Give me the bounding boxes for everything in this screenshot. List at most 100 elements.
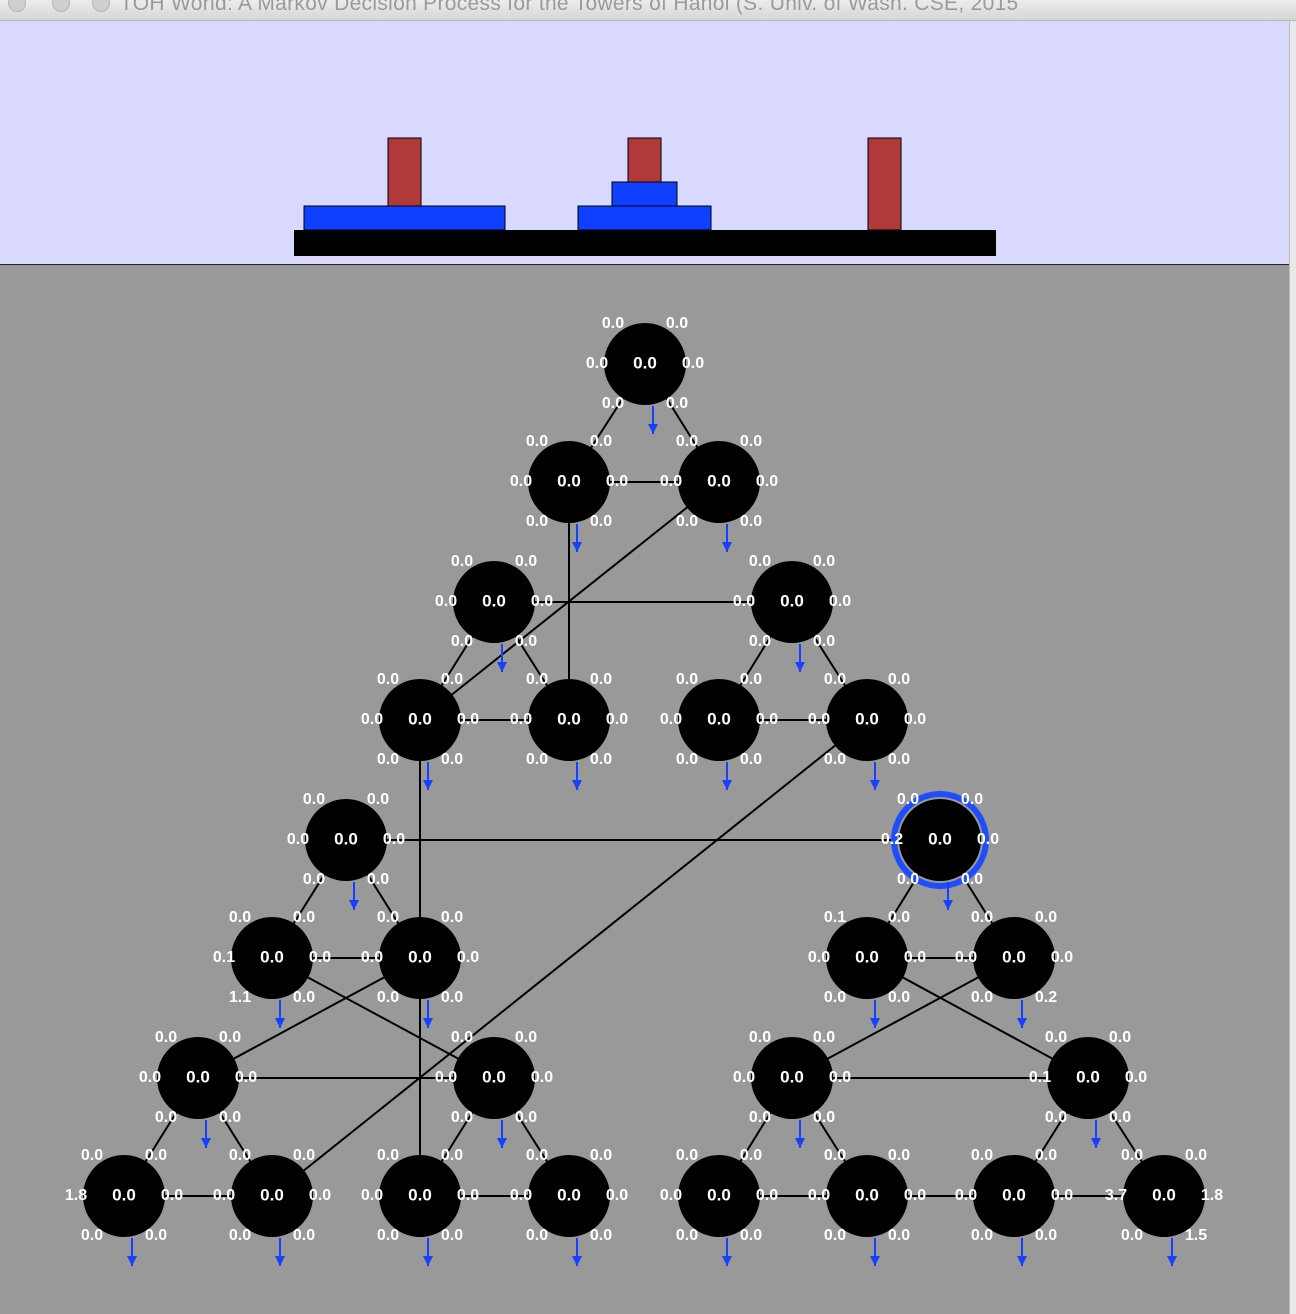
policy-arrow <box>275 1000 285 1028</box>
q-value-label: 0.0 <box>740 433 762 450</box>
q-value-label: 0.0 <box>676 433 698 450</box>
state-value: 0.0 <box>260 947 284 966</box>
state-value: 0.0 <box>482 591 506 610</box>
state-node[interactable]: 0.0 0.0 0.0 0.0 0.0 0.0 0.0 <box>955 1147 1073 1266</box>
policy-arrow <box>722 1238 732 1266</box>
q-value-label: 0.0 <box>808 949 830 966</box>
state-circle <box>1047 1037 1129 1119</box>
state-node[interactable]: 0.0 0.0 0.0 0.0 0.0 0.0 0.0 <box>808 671 926 790</box>
state-node[interactable]: 0.0 0.0 0.0 0.0 0.0 0.0 0.0 <box>586 315 704 434</box>
state-node[interactable]: 0.0 0.0 0.0 0.0 0.0 0.0 0.0 <box>287 791 405 910</box>
policy-arrow <box>1167 1238 1177 1266</box>
state-node[interactable]: 0.0 0.0 0.0 0.0 0.0 0.0 0.0 <box>660 671 778 790</box>
state-node[interactable]: 0.0 0.0 0.0 1.8 0.0 0.0 0.0 <box>65 1147 183 1266</box>
q-value-label: 0.0 <box>676 751 698 768</box>
state-circle <box>678 679 760 761</box>
policy-arrow <box>572 1238 582 1266</box>
close-window-button[interactable] <box>8 0 26 12</box>
q-value-label: 0.0 <box>515 1109 537 1126</box>
q-value-label: 0.0 <box>824 671 846 688</box>
q-value-label: 0.0 <box>888 909 910 926</box>
state-node[interactable]: 0.0 0.0 0.0 0.0 0.0 0.0 0.0 <box>435 553 553 672</box>
state-node[interactable]: 0.0 0.0 0.0 0.0 0.0 0.0 0.0 <box>361 909 479 1028</box>
q-value-label: 0.0 <box>824 751 846 768</box>
q-value-label: 0.0 <box>756 1187 778 1204</box>
small-disk[interactable] <box>611 181 678 207</box>
state-node[interactable]: 0.0 0.0 0.0 0.0 0.0 0.0 0.0 <box>510 433 628 552</box>
minimize-window-button[interactable] <box>52 0 70 12</box>
state-circle <box>826 917 908 999</box>
state-value: 0.0 <box>408 709 432 728</box>
window-titlebar: TOH World: A Markov Decision Process for… <box>0 0 1296 21</box>
state-circle <box>973 1155 1055 1237</box>
q-value-label: 0.0 <box>219 1109 241 1126</box>
graph-edge <box>791 957 1015 1079</box>
towers-canvas <box>294 137 996 256</box>
state-circle <box>678 441 760 523</box>
q-value-label: 0.0 <box>666 395 688 412</box>
q-value-label: 0.0 <box>971 1227 993 1244</box>
q-value-label: 0.0 <box>441 1227 463 1244</box>
q-value-label: 0.0 <box>309 949 331 966</box>
scrollbar-track[interactable] <box>1289 21 1296 1314</box>
q-value-label: 0.0 <box>435 593 457 610</box>
state-node[interactable]: 0.0 0.0 0.0 0.1 0.0 0.0 0.0 <box>1029 1029 1147 1148</box>
q-value-label: 0.0 <box>955 949 977 966</box>
state-circle <box>528 441 610 523</box>
q-value-label: 0.0 <box>526 1147 548 1164</box>
q-value-label: 0.0 <box>733 593 755 610</box>
state-node[interactable]: 0.0 0.0 0.0 0.0 0.0 0.0 0.0 <box>660 1147 778 1266</box>
state-node[interactable]: 0.0 0.1 0.0 0.0 0.0 0.0 0.0 <box>808 909 926 1028</box>
state-value: 0.0 <box>855 709 879 728</box>
policy-arrow <box>795 1120 805 1148</box>
q-value-label: 3.7 <box>1105 1187 1127 1204</box>
policy-arrow <box>349 882 359 910</box>
zoom-window-button[interactable] <box>92 0 110 12</box>
q-value-label: 0.0 <box>824 1147 846 1164</box>
q-value-label: 0.0 <box>813 633 835 650</box>
q-value-label: 0.0 <box>293 989 315 1006</box>
state-node[interactable]: 0.0 0.0 0.0 0.0 0.0 0.0 0.0 <box>361 671 479 790</box>
tower-base <box>294 230 996 256</box>
state-node[interactable]: 0.0 0.0 0.0 0.1 0.0 1.1 0.0 <box>213 909 331 1028</box>
state-node[interactable]: 0.0 0.0 0.0 0.0 0.0 0.0 0.0 <box>361 1147 479 1266</box>
state-graph-panel: 0.0 0.0 0.0 0.0 0.0 0.0 0.0 0.0 0.0 0.0 0.0 0.0 0.0 0… <box>0 265 1296 1314</box>
q-value-label: 1.8 <box>65 1187 87 1204</box>
q-value-label: 0.0 <box>377 671 399 688</box>
towers-panel <box>0 21 1296 266</box>
q-value-label: 0.0 <box>813 1109 835 1126</box>
graph-nodes: 0.00.0 0.00.0 0.00.0 0.00.00.0 0.00.0 0.00.0 0… <box>65 315 1223 1266</box>
large-disk[interactable] <box>577 205 712 231</box>
q-value-label: 0.0 <box>888 751 910 768</box>
state-node[interactable]: 0.0 0.0 0.0 0.0 0.0 0.0 0.0 <box>139 1029 257 1148</box>
state-node[interactable]: 0.0 0.0 0.0 0.0 0.0 0.0 0.0 <box>808 1147 926 1266</box>
q-value-label: 0.1 <box>1029 1069 1051 1086</box>
q-value-label: 0.0 <box>740 751 762 768</box>
state-node[interactable]: 0.0 0.0 0.0 0.0 0.0 0.0 0.0 <box>510 671 628 790</box>
state-node[interactable]: 0.0 0.0 0.0 0.2 0.0 0.0 0.0 <box>881 791 999 910</box>
q-value-label: 0.0 <box>740 513 762 530</box>
state-node[interactable]: 0.0 0.0 0.0 0.0 0.0 0.0 0.0 <box>733 553 851 672</box>
q-value-label: 0.0 <box>1035 1227 1057 1244</box>
graph-edge <box>271 957 495 1079</box>
state-node[interactable]: 0.0 0.0 0.0 0.0 0.0 0.0 0.0 <box>733 1029 851 1148</box>
policy-arrow <box>795 644 805 672</box>
q-value-label: 0.0 <box>813 1029 835 1046</box>
state-node[interactable]: 0.0 0.0 0.0 0.0 0.0 0.0 0.0 <box>510 1147 628 1266</box>
state-circle <box>231 917 313 999</box>
q-value-label: 0.0 <box>293 909 315 926</box>
large-disk[interactable] <box>303 205 506 231</box>
q-value-label: 0.0 <box>229 1147 251 1164</box>
q-value-label: 0.0 <box>515 553 537 570</box>
state-node[interactable]: 0.0 0.0 0.0 0.0 0.0 0.0 0.2 <box>955 909 1073 1028</box>
q-value-label: 0.0 <box>824 989 846 1006</box>
state-node[interactable]: 0.0 0.0 0.0 0.0 0.0 0.0 0.0 <box>660 433 778 552</box>
state-value: 0.0 <box>780 1067 804 1086</box>
graph-edge <box>866 957 1089 1079</box>
state-value: 0.0 <box>633 353 657 372</box>
state-node[interactable]: 0.0 0.0 0.0 0.0 0.0 0.0 0.0 <box>213 1147 331 1266</box>
q-value-label: 0.0 <box>510 473 532 490</box>
state-node[interactable]: 0.0 0.0 0.0 3.7 1.8 0.0 1.5 <box>1105 1147 1223 1266</box>
q-value-label: 0.0 <box>602 315 624 332</box>
state-node[interactable]: 0.0 0.0 0.0 0.0 0.0 0.0 0.0 <box>435 1029 553 1148</box>
